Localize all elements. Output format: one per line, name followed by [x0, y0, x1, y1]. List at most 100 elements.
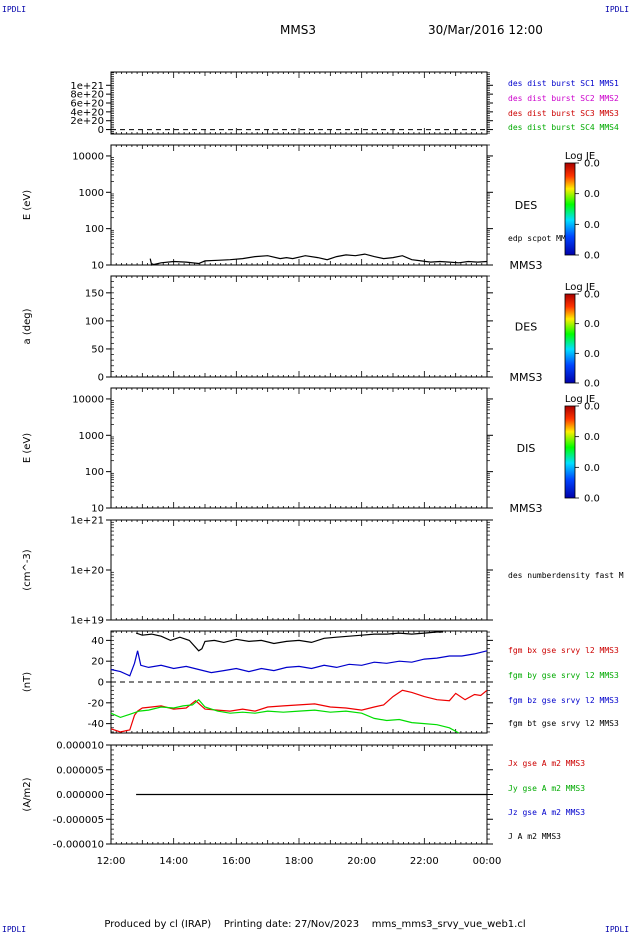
colorbar-tick-label: 0.0 — [584, 290, 600, 301]
y-tick-label: 10 — [91, 261, 104, 272]
y-tick-label: 1e+20 — [70, 566, 104, 577]
colorbar-tick-label: 0.0 — [584, 349, 600, 360]
legend-entry: des numberdensity fast M — [508, 571, 624, 580]
colorbar — [564, 293, 576, 384]
y-tick-label: 2e+20 — [70, 116, 104, 127]
panel-magnetic-field: 40 20 0 -20 -40 (nT) fgm bx gse srvy l2 MMS3 fg… — [22, 630, 619, 734]
panel-des-energy: 10 100 1000 10000 E (eV) DES MMS3 edp scpot MMS… — [22, 144, 600, 272]
panel-frame — [110, 71, 488, 135]
panel-density: 1e+19 1e+20 1e+21 (cm^-3) des numberdensity … — [22, 516, 624, 627]
series-line — [110, 689, 488, 733]
time-tick-label: 00:00 — [473, 856, 502, 867]
y-tick-label: 0.000010 — [56, 741, 104, 752]
y-axis-label: E (eV) — [22, 433, 33, 463]
colorbar-tick-label: 0.0 — [584, 251, 600, 262]
y-tick-label: 4e+20 — [70, 107, 104, 118]
y-tick-label: 10 — [91, 504, 104, 515]
footer-printing-date: Printing date: 27/Nov/2023 — [223, 919, 360, 930]
y-tick-label: 1e+19 — [70, 616, 104, 627]
y-tick-label: 10000 — [72, 394, 104, 405]
footer: Produced by cl (IRAP) Printing date: 27/… — [0, 919, 630, 930]
y-tick-label: 1e+21 — [70, 516, 104, 527]
legend-entry: des dist burst SC4 MMS4 — [508, 123, 619, 132]
legend-entry: Jx gse A m2 MMS3 — [508, 759, 585, 768]
y-axis-label: E (eV) — [22, 190, 33, 220]
y-tick-label: 0 — [98, 373, 104, 384]
y-axis-label: a (deg) — [22, 308, 33, 344]
y-tick-label: -0.000010 — [53, 840, 104, 851]
colorbar-title: Log JE — [565, 394, 595, 405]
series-line — [110, 698, 460, 734]
colorbar-tick-label: 0.0 — [584, 402, 600, 413]
y-tick-label: 10000 — [72, 151, 104, 162]
y-tick-label: -40 — [88, 719, 104, 730]
colorbar — [564, 162, 576, 256]
y-tick-label: 20 — [91, 657, 104, 668]
corner-logo-bottom-right: IPDLI — [605, 925, 630, 934]
y-tick-label: 6e+20 — [70, 99, 104, 110]
legend-entry: J A m2 MMS3 — [508, 832, 561, 841]
y-tick-label: 1000 — [79, 431, 104, 442]
y-tick-label: 100 — [85, 224, 104, 235]
instrument-label: DES — [515, 321, 537, 334]
colorbar-tick-label: 0.0 — [584, 494, 600, 505]
time-tick-label: 16:00 — [222, 856, 251, 867]
panel-frame — [110, 144, 488, 266]
y-tick-label: 1e+21 — [70, 81, 104, 92]
spacecraft-label: MMS3 — [510, 259, 543, 272]
y-tick-label: 100 — [85, 467, 104, 478]
corner-logo-top-left: IPDLI — [2, 5, 27, 14]
legend-entry: fgm bz gse srvy l2 MMS3 — [508, 696, 619, 705]
y-tick-label: 40 — [91, 636, 104, 647]
y-axis-label: (nT) — [22, 672, 33, 692]
panel-frame — [110, 387, 488, 509]
colorbar-tick-label: 0.0 — [584, 189, 600, 200]
footer-filename: mms_mms3_srvy_vue_web1.cl — [371, 919, 526, 930]
spacecraft-label: MMS3 — [510, 371, 543, 384]
legend-entry: des dist burst SC2 MMS2 — [508, 94, 619, 103]
colorbar-tick-label: 0.0 — [584, 432, 600, 443]
y-tick-label: 0.000000 — [56, 790, 104, 801]
instrument-label: DES — [515, 199, 537, 212]
y-tick-label: -0.000005 — [53, 815, 104, 826]
colorbar-tick-label: 0.0 — [584, 379, 600, 390]
spacecraft-title: MMS3 — [280, 23, 316, 37]
footer-produced-by: Produced by cl (IRAP) — [104, 919, 212, 930]
series-line — [135, 631, 444, 652]
corner-logo-top-right: IPDLI — [605, 5, 630, 14]
y-axis-label: (cm^-3) — [22, 549, 33, 590]
y-tick-label: 1000 — [79, 188, 104, 199]
instrument-label: DIS — [517, 442, 536, 455]
legend-entry: fgm by gse srvy l2 MMS3 — [508, 671, 619, 680]
datetime-title: 30/Mar/2016 12:00 — [428, 23, 543, 37]
colorbar-title: Log JE — [565, 151, 595, 162]
time-tick-label: 12:00 — [97, 856, 126, 867]
legend-entry: Jy gse A m2 MMS3 — [508, 784, 585, 793]
y-tick-label: -20 — [88, 698, 104, 709]
panel-current-density: 0.000010 0.000005 0.000000 -0.000005 -0.0000… — [22, 741, 585, 851]
y-tick-label: 0.000005 — [56, 765, 104, 776]
panel-frame — [110, 519, 488, 621]
time-tick-label: 14:00 — [159, 856, 188, 867]
y-tick-label: 0 — [98, 125, 104, 136]
y-tick-label: 0 — [98, 678, 104, 689]
y-tick-label: 8e+20 — [70, 90, 104, 101]
corner-logo-bottom-left: IPDLI — [2, 925, 27, 934]
colorbar-tick-label: 0.0 — [584, 319, 600, 330]
legend-entry: Jz gse A m2 MMS3 — [508, 808, 585, 817]
colorbar-tick-label: 0.0 — [584, 159, 600, 170]
time-tick-label: 20:00 — [347, 856, 376, 867]
y-tick-label: 50 — [91, 344, 104, 355]
spacecraft-label: MMS3 — [510, 502, 543, 515]
y-tick-label: 150 — [85, 288, 104, 299]
time-tick-label: 22:00 — [410, 856, 439, 867]
colorbar-tick-label: 0.0 — [584, 463, 600, 474]
series-line — [110, 650, 488, 677]
scpot-line — [149, 253, 488, 266]
colorbar-title: Log JE — [565, 282, 595, 293]
overlay-label: edp scpot MMS3 — [508, 234, 576, 243]
